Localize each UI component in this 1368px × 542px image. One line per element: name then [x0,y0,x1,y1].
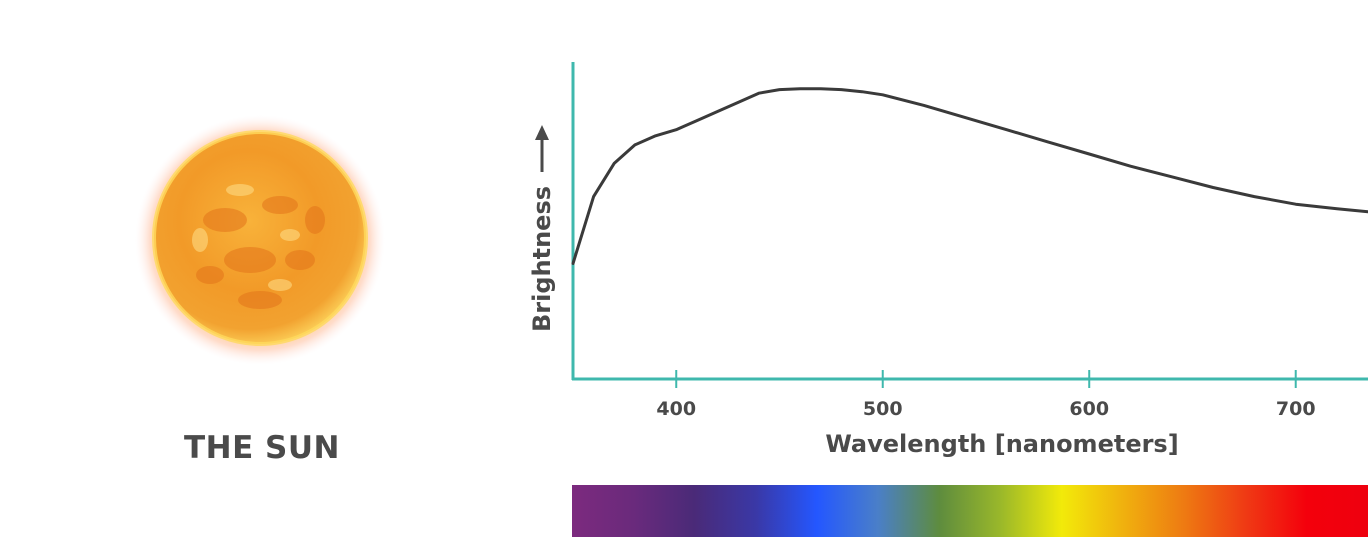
x-tick-label-500: 500 [863,398,903,420]
y-axis-title: Brightness [528,186,556,332]
y-arrow-icon [535,125,549,172]
x-axis-title: Wavelength [nanometers] [825,430,1178,458]
x-tick-label-700: 700 [1276,398,1316,420]
x-tick-label-600: 600 [1069,398,1109,420]
x-tick-label-400: 400 [656,398,696,420]
visible-spectrum-bar [572,485,1368,537]
x-ticks: 400 500 600 700 [656,370,1316,420]
sun-label: THE SUN [183,430,340,466]
spectrum-chart: 400 500 600 700 Wavelength [nanometers] Bri… [528,62,1368,537]
sun-image [135,115,385,365]
y-axis-title-group: Brightness [528,186,556,332]
spectrum-curve [571,87,1368,265]
sun-panel: THE SUN [0,0,520,542]
